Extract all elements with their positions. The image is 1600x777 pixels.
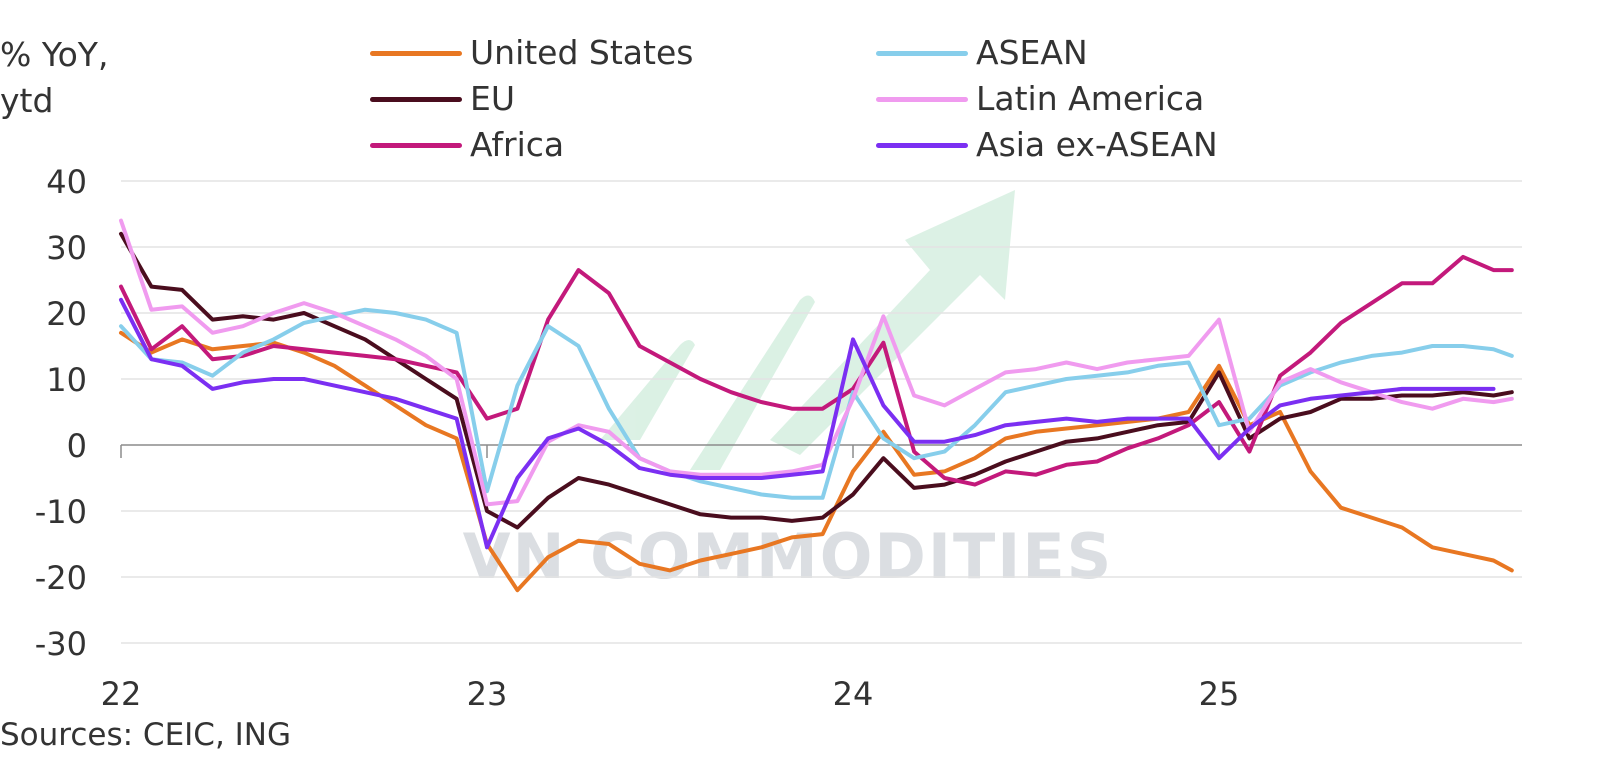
- legend-swatch-asean: [876, 51, 968, 56]
- x-tick-label: 24: [833, 675, 874, 713]
- legend-swatch-latin-america: [876, 97, 968, 102]
- series-line-asean: [119, 307, 1514, 500]
- legend-swatch-africa: [370, 143, 462, 148]
- legend-label-africa: Africa: [470, 125, 565, 164]
- y-axis-label-line-1: % YoY,: [0, 35, 109, 74]
- series-lines: [119, 218, 1514, 593]
- y-tick-label: -20: [35, 559, 87, 597]
- y-tick-label: 10: [46, 361, 87, 399]
- legend-label-asia-ex-asean: Asia ex-ASEAN: [976, 125, 1218, 164]
- series-line-united-states: [119, 330, 1514, 593]
- source-note: Sources: CEIC, ING: [0, 717, 292, 753]
- legend-label-latin-america: Latin America: [976, 79, 1205, 118]
- y-axis-label-line-2: ytd: [0, 81, 54, 120]
- legend-label-united-states: United States: [470, 33, 694, 72]
- legend-swatch-eu: [370, 97, 462, 102]
- watermark-text: VN COMMODITIES: [463, 520, 1114, 593]
- y-tick-label: -30: [35, 625, 87, 663]
- x-tick-label: 23: [467, 675, 508, 713]
- y-tick-label: 30: [46, 229, 87, 267]
- legend-label-eu: EU: [470, 79, 516, 118]
- y-tick-label: 20: [46, 295, 87, 333]
- series-line-eu: [119, 231, 1514, 530]
- y-tick-label: -10: [35, 493, 87, 531]
- legend-label-asean: ASEAN: [976, 33, 1088, 72]
- series-line-africa: [119, 254, 1514, 487]
- legend-swatch-united-states: [370, 51, 462, 56]
- x-axis: 22 23 24 25: [101, 444, 1522, 713]
- y-axis-ticks: 40 30 20 10 0 -10 -20 -30: [35, 163, 87, 663]
- legend-swatch-asia-ex-asean: [876, 143, 968, 148]
- y-axis-label: % YoY, ytd: [0, 32, 108, 124]
- y-tick-label: 0: [67, 427, 87, 465]
- x-tick-label: 25: [1199, 675, 1240, 713]
- x-tick-label: 22: [101, 675, 142, 713]
- y-tick-label: 40: [46, 163, 87, 201]
- series-line-asia-ex-asean: [119, 297, 1496, 550]
